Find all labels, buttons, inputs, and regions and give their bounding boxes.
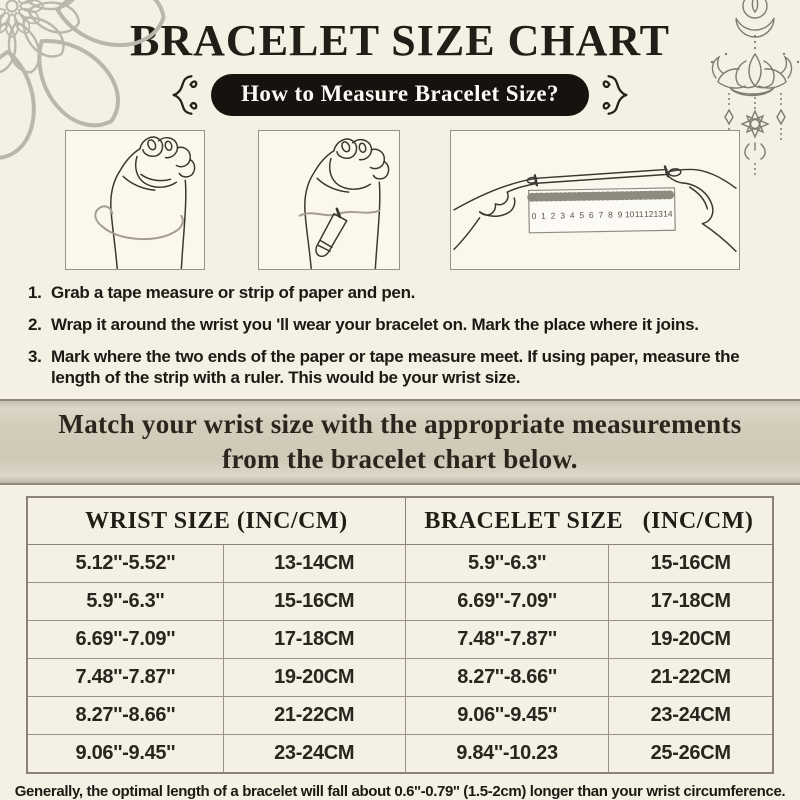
- table-cell: 9.84''-10.23: [404, 734, 610, 774]
- size-table-body: 5.12''-5.52'' 13-14CM 5.9''-6.3'' 15-16CM 5.…: [26, 544, 774, 774]
- table-row: 5.9''-6.3'' 15-16CM 6.69''-7.09'' 17-18CM: [26, 582, 774, 621]
- table-cell: 9.06''-9.45'': [26, 734, 224, 774]
- ruler-number: 1: [541, 211, 546, 221]
- ruler-number: 12: [644, 209, 654, 219]
- step-2: 2. Wrap it around the wrist you 'll wear…: [28, 314, 800, 335]
- step-1: 1. Grab a tape measure or strip of paper…: [28, 282, 800, 303]
- ruler-number: 9: [618, 209, 623, 219]
- curly-brace-flourish-left-icon: [172, 75, 198, 115]
- ruler-number: 5: [579, 210, 584, 220]
- badge-row: How to Measure Bracelet Size?: [0, 73, 800, 117]
- table-row: 6.69''-7.09'' 17-18CM 7.48''-7.87'' 19-20CM: [26, 620, 774, 659]
- table-cell: 8.27''-8.66'': [26, 696, 224, 735]
- step-text: Grab a tape measure or strip of paper an…: [51, 283, 416, 302]
- step-3: 3. Mark where the two ends of the paper …: [28, 346, 800, 388]
- illustration-ruler-measure: 0 1 2 3 4 5 6 7 8 9 10 11 12 13 14: [450, 130, 740, 270]
- hand-with-pen-icon: [298, 138, 390, 269]
- step-number: 3.: [28, 347, 42, 366]
- table-cell: 7.48''-7.87'': [404, 620, 610, 659]
- ruler-number: 11: [635, 209, 644, 219]
- step-text: Mark where the two ends of the paper or …: [51, 347, 740, 387]
- table-cell: 17-18CM: [608, 582, 774, 621]
- instruction-steps: 1. Grab a tape measure or strip of paper…: [28, 282, 800, 388]
- ruler-numbers: 0 1 2 3 4 5 6 7 8 9 10 11 12 13 14: [532, 209, 673, 221]
- table-cell: 8.27''-8.66'': [404, 658, 610, 697]
- table-row: 8.27''-8.66'' 21-22CM 9.06''-9.45'' 23-24CM: [26, 696, 774, 735]
- table-cell: 5.12''-5.52'': [26, 544, 224, 583]
- footer-note: Generally, the optimal length of a brace…: [14, 783, 786, 800]
- step-text: Wrap it around the wrist you 'll wear yo…: [51, 315, 699, 334]
- table-cell: 5.9''-6.3'': [26, 582, 224, 621]
- bracelet-size-header: BRACELET SIZE (INC/CM): [405, 497, 773, 545]
- table-cell: 13-14CM: [222, 544, 406, 583]
- table-cell: 6.69''-7.09'': [26, 620, 224, 659]
- ruler-number: 0: [532, 211, 537, 221]
- table-row: 5.12''-5.52'' 13-14CM 5.9''-6.3'' 15-16CM: [26, 544, 774, 583]
- match-size-banner: Match your wrist size with the appropria…: [0, 399, 800, 485]
- table-row: 9.06''-9.45'' 23-24CM 9.84''-10.23 25-26CM: [26, 734, 774, 774]
- ruler-number: 7: [598, 210, 603, 220]
- table-row: 7.48''-7.87'' 19-20CM 8.27''-8.66'' 21-22CM: [26, 658, 774, 697]
- ruler-number: 4: [570, 210, 575, 220]
- size-table: WRIST SIZE (INC/CM) BRACELET SIZE (INC/C…: [26, 496, 774, 774]
- wrist-size-header: WRIST SIZE (INC/CM): [27, 497, 406, 545]
- ruler-number: 10: [625, 209, 635, 219]
- table-cell: 19-20CM: [608, 620, 774, 659]
- step-number: 1.: [28, 283, 42, 302]
- ruler-number: 3: [560, 210, 565, 220]
- table-cell: 6.69''-7.09'': [404, 582, 610, 621]
- ruler-number: 13: [654, 209, 664, 219]
- banner-line-2: from the bracelet chart below.: [222, 444, 578, 474]
- curly-brace-flourish-right-icon: [602, 75, 628, 115]
- ruler-number: 2: [551, 211, 556, 221]
- table-cell: 7.48''-7.87'': [26, 658, 224, 697]
- step-number: 2.: [28, 315, 42, 334]
- table-cell: 25-26CM: [608, 734, 774, 774]
- banner-line-1: Match your wrist size with the appropria…: [58, 409, 742, 439]
- ruler-number: 8: [608, 210, 613, 220]
- ruler-number: 6: [589, 210, 594, 220]
- illustration-row: 0 1 2 3 4 5 6 7 8 9 10 11 12 13 14: [65, 130, 740, 270]
- hands-with-ruler-icon: 0 1 2 3 4 5 6 7 8 9 10 11 12 13 14: [453, 165, 737, 252]
- table-cell: 21-22CM: [222, 696, 406, 735]
- table-cell: 15-16CM: [222, 582, 406, 621]
- illustration-mark-pen: [258, 130, 400, 270]
- ruler-number: 14: [663, 209, 673, 219]
- how-to-measure-badge: How to Measure Bracelet Size?: [211, 74, 589, 116]
- table-cell: 9.06''-9.45'': [404, 696, 610, 735]
- table-cell: 15-16CM: [608, 544, 774, 583]
- table-cell: 23-24CM: [608, 696, 774, 735]
- table-cell: 17-18CM: [222, 620, 406, 659]
- table-cell: 23-24CM: [222, 734, 406, 774]
- hand-with-tape-icon: [94, 136, 196, 269]
- page-title: BRACELET SIZE CHART: [130, 16, 670, 65]
- table-cell: 19-20CM: [222, 658, 406, 697]
- table-cell: 5.9''-6.3'': [404, 544, 610, 583]
- table-header-row: WRIST SIZE (INC/CM) BRACELET SIZE (INC/C…: [27, 497, 773, 545]
- illustration-wrap-tape: [65, 130, 205, 270]
- table-cell: 21-22CM: [608, 658, 774, 697]
